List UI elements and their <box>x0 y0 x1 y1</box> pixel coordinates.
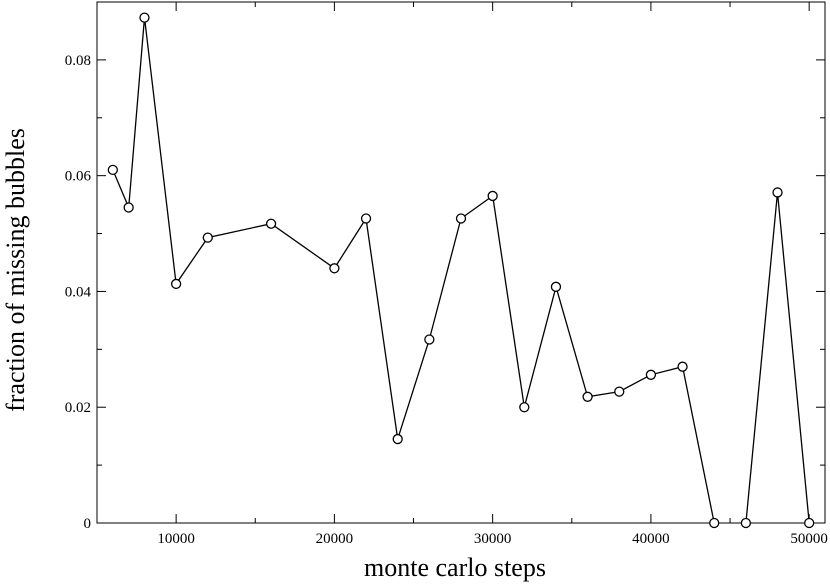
y-tick-label: 0 <box>84 516 92 532</box>
data-point <box>392 433 403 445</box>
x-tick-label: 30000 <box>474 531 512 547</box>
data-point <box>455 213 467 224</box>
data-point <box>265 218 277 229</box>
data-point <box>139 12 150 23</box>
data-point <box>804 517 815 529</box>
data-point <box>582 391 593 402</box>
y-axis-title: fraction of missing bubbles <box>1 128 30 412</box>
data-point <box>709 517 720 529</box>
data-point <box>202 232 213 243</box>
data-point <box>550 281 562 292</box>
data-point <box>645 369 657 380</box>
y-tick-label: 0.04 <box>65 284 92 300</box>
data-point <box>424 334 435 345</box>
data-point <box>170 278 182 290</box>
series-line <box>745 192 810 524</box>
data-point <box>740 517 752 529</box>
plot-frame <box>96 1 826 524</box>
data-point <box>487 190 498 202</box>
data-point <box>677 361 688 372</box>
data-point <box>360 213 372 224</box>
data-point <box>123 202 134 213</box>
x-tick-label: 20000 <box>316 531 354 547</box>
x-axis-title: monte carlo steps <box>364 553 546 582</box>
x-tick-label: 40000 <box>632 531 670 547</box>
y-tick-label: 0.08 <box>65 53 91 69</box>
x-tick-label: 50000 <box>790 531 828 547</box>
y-tick-label: 0.06 <box>65 169 92 185</box>
series-line <box>112 17 715 524</box>
data-point <box>107 164 118 176</box>
data-point <box>329 263 340 274</box>
x-tick-label: 10000 <box>157 531 195 547</box>
data-point <box>519 402 530 413</box>
data-point <box>772 187 783 198</box>
y-tick-label: 0.02 <box>65 400 91 416</box>
data-point <box>614 386 625 397</box>
